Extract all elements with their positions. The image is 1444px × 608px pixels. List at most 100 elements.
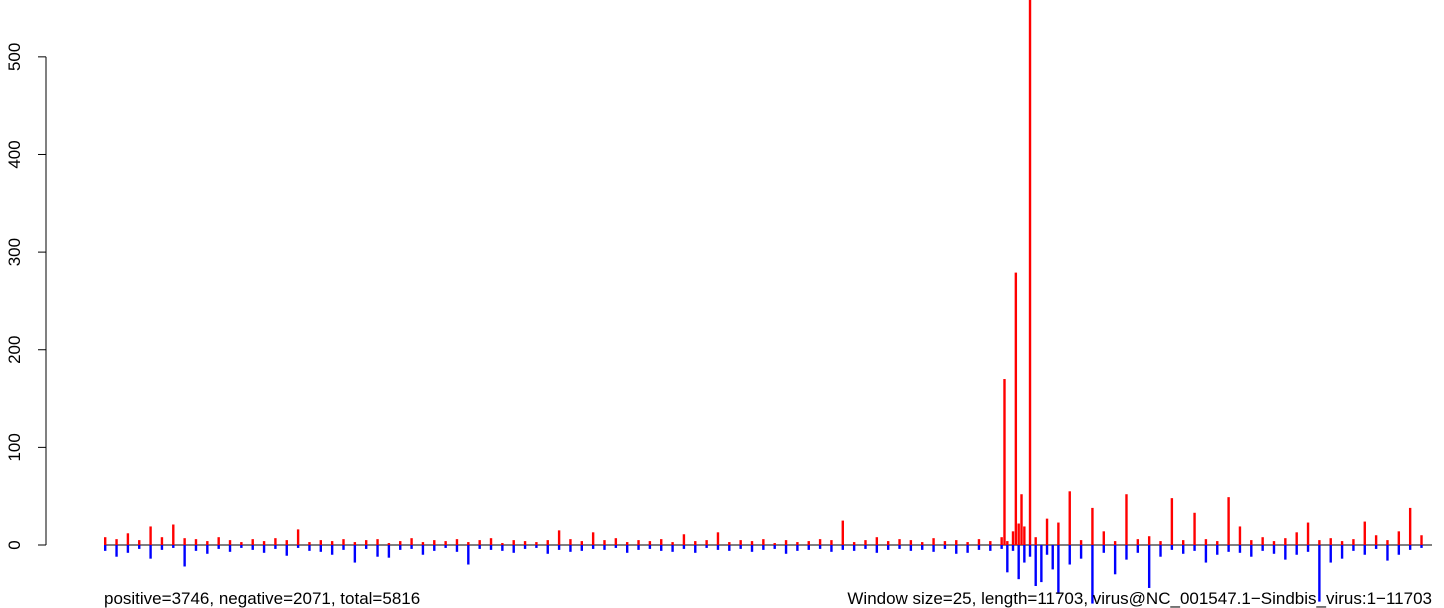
negative-bar — [1284, 545, 1287, 560]
negative-bar — [739, 545, 742, 549]
positive-bar — [591, 532, 595, 545]
negative-bar — [1011, 545, 1015, 551]
negative-bar — [1408, 545, 1412, 550]
positive-bar — [1374, 535, 1378, 545]
positive-bar — [285, 540, 288, 545]
negative-bar — [467, 545, 470, 565]
negative-bar — [342, 545, 345, 550]
positive-bar — [308, 542, 311, 545]
y-axis: 0 100 200 300 400 500 — [5, 43, 47, 550]
negative-bar — [262, 545, 266, 553]
positive-bar — [943, 541, 947, 545]
negative-bar — [546, 545, 549, 554]
negative-bar — [1102, 545, 1105, 553]
negative-bar — [1250, 545, 1253, 557]
negative-bar — [1420, 545, 1423, 548]
negative-bar — [240, 545, 243, 548]
positive-bar — [603, 540, 606, 545]
positive-bar — [126, 533, 130, 545]
positive-bar — [875, 537, 879, 545]
positive-bar — [342, 539, 345, 545]
negative-bar — [1340, 545, 1344, 559]
window-info: Window size=25, length=11703, virus@NC_0… — [847, 589, 1432, 608]
negative-bar — [921, 545, 924, 550]
negative-bar — [1045, 545, 1049, 555]
positive-bar — [1182, 540, 1185, 545]
positive-bar — [1227, 497, 1230, 545]
negative-bar — [183, 545, 186, 567]
positive-bar — [240, 542, 243, 545]
negative-bar — [1079, 545, 1083, 559]
positive-bar — [1318, 540, 1321, 545]
positive-bar — [807, 541, 810, 545]
negative-bar — [1068, 545, 1071, 565]
positive-bar — [376, 539, 379, 545]
negative-bar — [1352, 545, 1355, 551]
positive-bar — [364, 540, 368, 545]
positive-bar — [228, 540, 232, 545]
negative-bar — [841, 545, 844, 550]
negative-bar — [444, 545, 447, 548]
positive-bar — [467, 542, 470, 545]
positive-bar — [648, 541, 652, 545]
negative-bar — [410, 545, 413, 549]
positive-bar — [1068, 491, 1071, 545]
positive-bar — [1147, 536, 1151, 545]
negative-bar — [421, 545, 425, 555]
positive-bar — [1397, 531, 1401, 545]
negative-bar — [1238, 545, 1242, 553]
negative-bar — [852, 545, 856, 551]
negative-bar — [1363, 545, 1366, 555]
positive-bar — [989, 541, 992, 545]
negative-bar — [682, 545, 686, 549]
negative-bar — [648, 545, 652, 549]
negative-bar — [501, 545, 504, 551]
positive-bar — [1284, 538, 1287, 545]
summary-counts: positive=3746, negative=2071, total=5816 — [104, 589, 420, 608]
negative-bar — [580, 545, 583, 551]
negative-bar — [206, 545, 209, 554]
positive-bar — [172, 524, 175, 545]
negative-bar — [932, 545, 935, 552]
negative-bar — [1306, 545, 1310, 552]
negative-bar — [966, 545, 969, 553]
positive-bar — [1272, 541, 1276, 545]
negative-bar — [818, 545, 822, 549]
positive-bar — [818, 539, 822, 545]
negative-bar — [807, 545, 810, 550]
positive-bar — [1250, 540, 1253, 545]
negative-bar — [1057, 545, 1060, 594]
positive-bar — [1352, 539, 1355, 545]
positive-bar — [1363, 521, 1366, 545]
positive-bar — [977, 539, 981, 545]
positive-bar — [682, 534, 686, 545]
negative-bar — [1227, 545, 1230, 552]
positive-bar — [1170, 498, 1174, 545]
positive-bar — [1204, 539, 1208, 545]
positive-bar — [274, 538, 277, 545]
y-tick-label: 100 — [5, 433, 24, 461]
positive-bar — [1386, 540, 1389, 545]
negative-bar — [750, 545, 754, 552]
negative-bar — [1159, 545, 1162, 557]
negative-bar — [1040, 545, 1043, 583]
positive-bar — [694, 541, 697, 545]
negative-bar — [489, 545, 493, 550]
positive-bar — [773, 543, 776, 545]
positive-bar — [1023, 526, 1026, 545]
negative-bar — [1261, 545, 1264, 551]
negative-bar — [1216, 545, 1219, 555]
negative-bar — [251, 545, 254, 550]
positive-bar — [1014, 272, 1018, 545]
negative-bar — [1386, 545, 1389, 561]
y-tick-label: 300 — [5, 238, 24, 266]
negative-bar — [1125, 545, 1128, 560]
negative-bar — [1051, 545, 1054, 570]
negative-bar — [716, 545, 720, 550]
negative-bar — [1397, 545, 1401, 555]
negative-bar — [1182, 545, 1185, 554]
negative-bar — [1318, 545, 1321, 602]
negative-bar — [591, 545, 595, 549]
positive-series — [104, 0, 1423, 545]
positive-bar — [535, 542, 538, 545]
